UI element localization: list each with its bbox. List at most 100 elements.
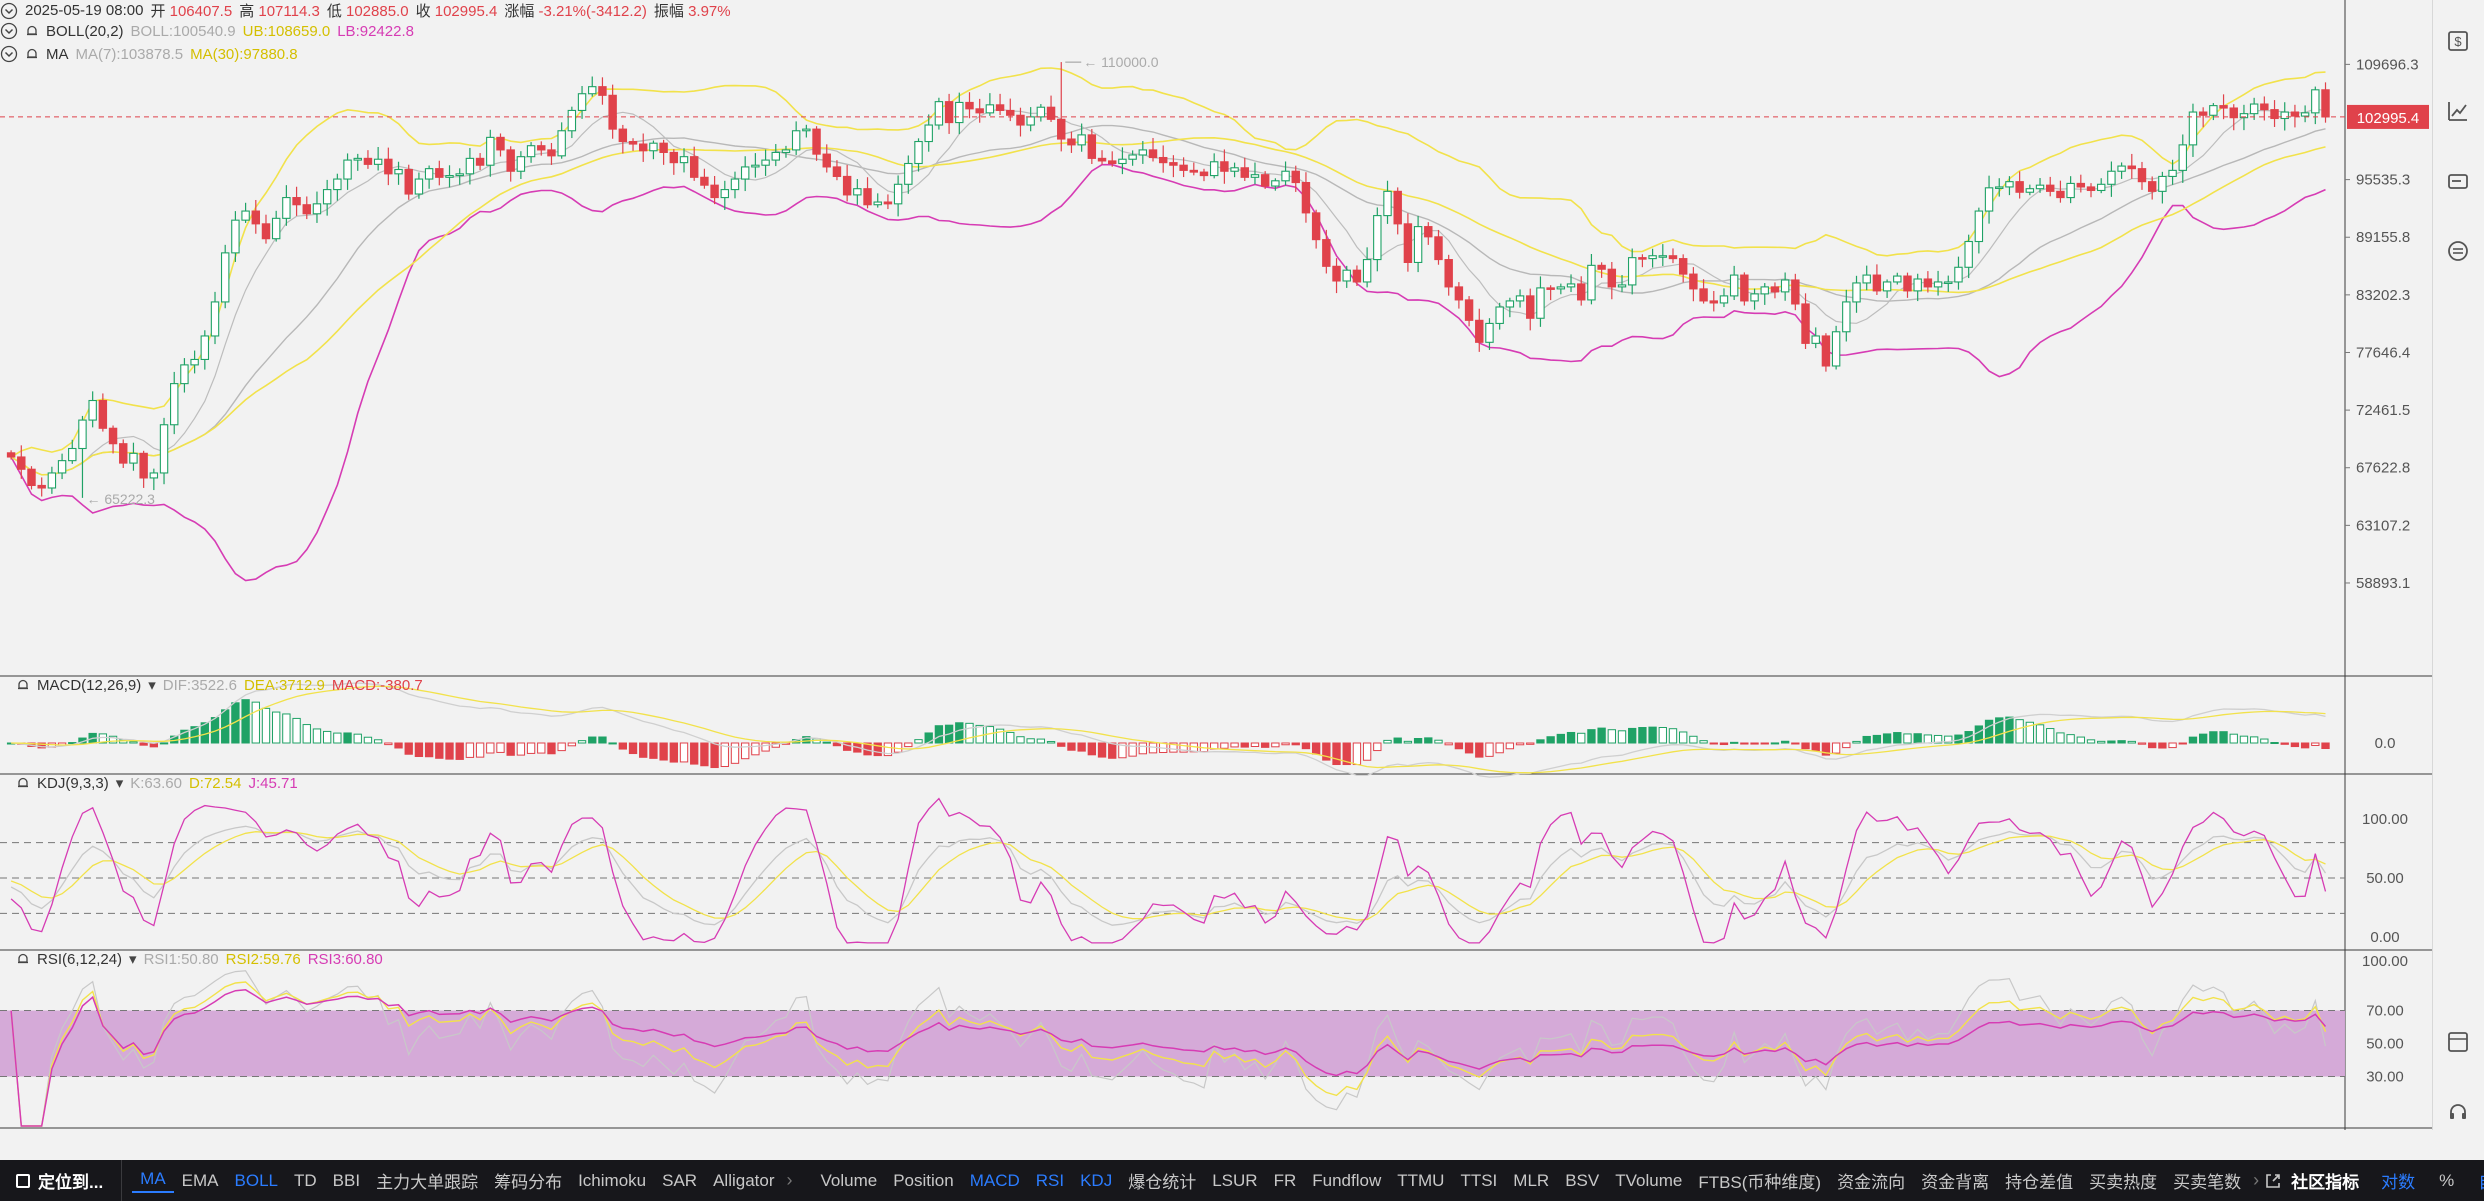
macd-bar [1862, 735, 1871, 744]
sub-indicator-12[interactable]: BSV [1565, 1170, 1600, 1190]
macd-bar [995, 728, 1005, 744]
macd-bar [1903, 733, 1912, 744]
price-tick-label-6: 72461.5 [2356, 402, 2410, 419]
macd-bar [292, 717, 301, 744]
kdj-d-line [10, 831, 2326, 921]
sub-indicator-9[interactable]: TTMU [1397, 1170, 1445, 1190]
candle-body [292, 197, 301, 206]
candle-body [506, 149, 515, 172]
ohlc-info-legend: 2025-05-19 08:00 开 106407.5 高 107114.3 低 10… [0, 2, 731, 20]
sub-indicator-17[interactable]: 持仓差值 [2005, 1173, 2074, 1192]
sub-indicator-11[interactable]: MLR [1513, 1170, 1550, 1190]
macd-bar [1566, 731, 1576, 744]
candle-body [2086, 186, 2096, 192]
main-indicator-0[interactable]: MA [132, 1169, 174, 1193]
macd-bar [1260, 742, 1270, 748]
macd-bar [1587, 729, 1596, 744]
log-scale-toggle[interactable]: 对数 [2381, 1173, 2416, 1192]
wallet-icon[interactable] [2445, 168, 2471, 194]
candle-body [149, 472, 159, 479]
candle-body [1495, 306, 1504, 324]
candle-body [2198, 111, 2208, 116]
macd-bar [608, 742, 617, 745]
sub-indicator-15[interactable]: 资金流向 [1837, 1173, 1906, 1192]
macd-bar [384, 742, 393, 746]
macd-bar [2198, 733, 2208, 744]
locate-button[interactable]: 定位到... [0, 1160, 123, 1201]
price-tick-label-9: 58893.1 [2356, 575, 2410, 592]
macd-bar [1984, 719, 1994, 744]
panel-icon[interactable] [2445, 1029, 2471, 1055]
macd-bar [628, 742, 638, 755]
candle-body [1046, 106, 1056, 120]
main-indicator-5[interactable]: 主力大单跟踪 [376, 1173, 479, 1192]
main-indicator-4[interactable]: BBI [332, 1170, 361, 1190]
percent-toggle[interactable]: % [2439, 1170, 2455, 1190]
sub-indicator-13[interactable]: TVolume [1615, 1170, 1683, 1190]
candle-body [2209, 105, 2218, 116]
candle-body [547, 149, 556, 157]
sub-indicator-10[interactable]: TTSI [1460, 1170, 1498, 1190]
candle-body [720, 189, 730, 199]
macd-bar [1128, 742, 1137, 757]
main-indicator-2[interactable]: BOLL [234, 1170, 278, 1190]
main-indicator-1[interactable]: EMA [181, 1170, 219, 1190]
chevron-right-icon[interactable]: › [786, 1170, 793, 1190]
macd-bar [1362, 742, 1372, 761]
sub-indicator-1[interactable]: Position [893, 1170, 954, 1190]
candle-body [210, 301, 220, 337]
macd-bar [1097, 742, 1107, 758]
candle-body [1923, 278, 1933, 288]
sub-indicator-7[interactable]: FR [1273, 1170, 1297, 1190]
candle-body [414, 178, 424, 195]
candle-body [1393, 190, 1402, 225]
macd-bar [496, 742, 505, 753]
sub-indicator-6[interactable]: LSUR [1212, 1170, 1258, 1190]
sub-indicator-18[interactable]: 买卖热度 [2089, 1173, 2158, 1192]
candle-body [567, 109, 577, 132]
sub-indicator-8[interactable]: Fundflow [1312, 1170, 1382, 1190]
macd-bar [1689, 735, 1698, 744]
candle-body [312, 203, 322, 215]
community-indicator-button[interactable]: 社区指标 [2291, 1173, 2360, 1192]
price-tick-label-5: 77646.4 [2356, 344, 2410, 361]
sub-indicator-16[interactable]: 资金背离 [1921, 1173, 1990, 1192]
candle-body [893, 183, 903, 205]
macd-bar [2229, 733, 2238, 744]
candle-body [1158, 156, 1168, 164]
candle-body [1617, 284, 1627, 288]
candle-body [190, 358, 199, 366]
macd-bar [129, 741, 138, 744]
main-indicator-6[interactable]: 筹码分布 [494, 1173, 563, 1192]
sub-indicator-19[interactable]: 买卖笔数 [2173, 1173, 2242, 1192]
sub-indicator-3[interactable]: RSI [1035, 1170, 1065, 1190]
chart-svg[interactable]: 109696.3 95535.3 89155.8 83202.3 77646.4 7246… [0, 0, 2484, 1148]
macd-bar [1944, 735, 1953, 744]
candle-body [1638, 257, 1647, 260]
main-indicator-8[interactable]: SAR [662, 1170, 698, 1190]
macd-bar [1067, 742, 1076, 751]
candle-body [2015, 181, 2024, 193]
sub-indicator-5[interactable]: 爆仓统计 [1128, 1173, 1197, 1192]
main-indicator-7[interactable]: Ichimoku [578, 1170, 647, 1190]
main-indicator-3[interactable]: TD [294, 1170, 317, 1190]
sub-indicator-0[interactable]: Volume [820, 1170, 878, 1190]
sub-indicator-2[interactable]: MACD [969, 1170, 1020, 1190]
sub-indicator-14[interactable]: FTBS(币种维度) [1698, 1173, 1822, 1192]
headset-icon[interactable] [2445, 1099, 2471, 1125]
candle-body [1689, 273, 1698, 290]
candle-body [322, 189, 332, 205]
swap-icon[interactable] [2445, 238, 2471, 264]
ma-legend: MA MA(7):103878.5 MA(30):97880.8 [0, 46, 298, 63]
chart-area[interactable]: 109696.3 95535.3 89155.8 83202.3 77646.4 7246… [0, 0, 2484, 1148]
macd-legend: MACD(12,26,9) ▾ DIF:3522.6 DEA:3712.9 MACD:-… [18, 677, 423, 694]
candle-body [832, 166, 842, 177]
macd-bar [506, 742, 515, 756]
chevron-right-icon[interactable]: › [2253, 1170, 2260, 1190]
sub-indicator-4[interactable]: KDJ [1080, 1170, 1113, 1190]
trend-icon[interactable] [2445, 98, 2471, 124]
external-link-icon[interactable] [2265, 1173, 2281, 1189]
main-indicator-9[interactable]: Alligator [713, 1170, 775, 1190]
dollar-icon[interactable]: $ [2445, 28, 2471, 54]
auto-scale-toggle[interactable]: 自动 [2466, 1168, 2484, 1193]
